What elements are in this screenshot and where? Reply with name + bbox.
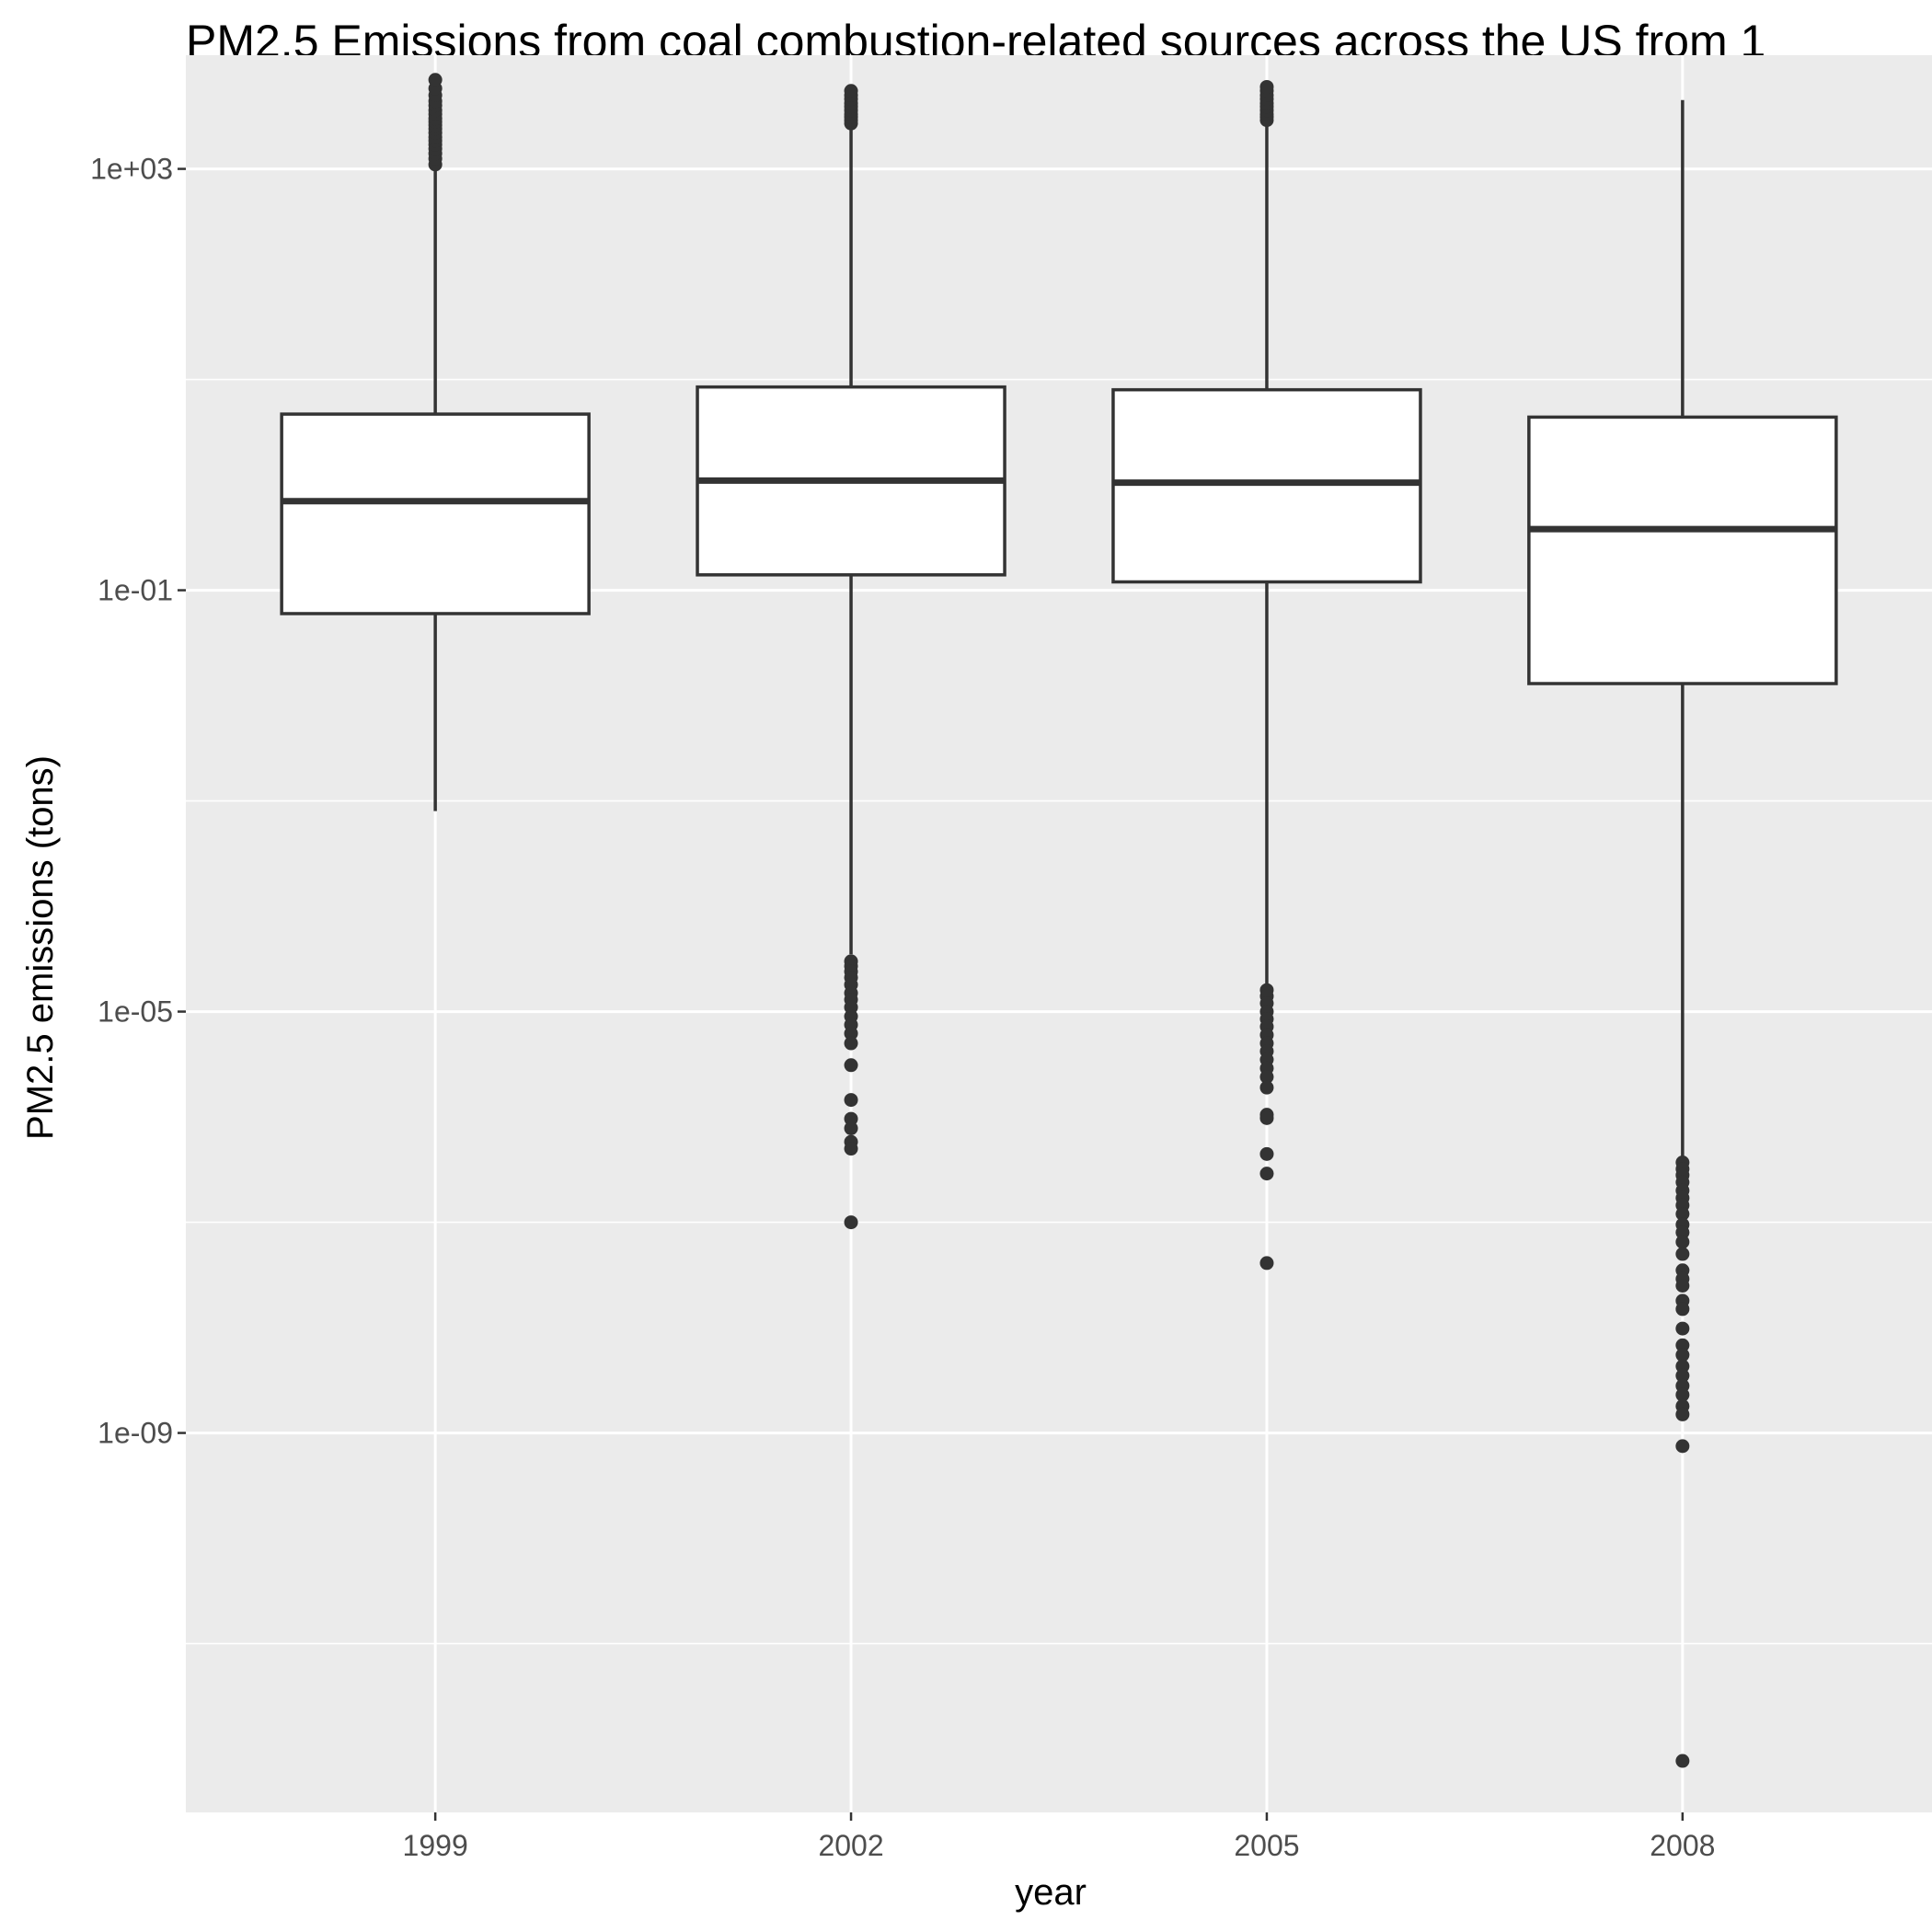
outlier-point <box>1259 1110 1274 1125</box>
outlier-point <box>1675 1225 1690 1240</box>
outlier-point <box>844 1215 858 1230</box>
outlier-point <box>1675 1348 1690 1363</box>
x-axis-title: year <box>1015 1872 1087 1913</box>
y-tick-label: 1e+03 <box>90 153 173 186</box>
outlier-point <box>1259 79 1274 94</box>
x-tick-label: 2002 <box>818 1829 883 1862</box>
outlier-point <box>844 84 858 98</box>
x-tick-label: 1999 <box>403 1829 468 1862</box>
outlier-point <box>1675 1754 1690 1768</box>
box-2008 <box>1527 99 1838 1768</box>
outlier-point <box>1675 1321 1690 1336</box>
y-tick-label: 1e-05 <box>98 995 173 1029</box>
y-tick-label: 1e-01 <box>98 574 173 607</box>
outlier-point <box>1675 1439 1690 1454</box>
outlier-point <box>1259 1256 1274 1271</box>
outlier-point <box>844 1058 858 1073</box>
outlier-point <box>1259 1070 1274 1085</box>
y-tick-label: 1e-09 <box>98 1417 173 1450</box>
boxes-layer <box>280 73 1838 1768</box>
outlier-point <box>844 1036 858 1051</box>
box-1999 <box>280 73 591 811</box>
x-tick-label: 2005 <box>1234 1829 1299 1862</box>
outlier-point <box>1259 1167 1274 1181</box>
x-tick-label: 2008 <box>1650 1829 1715 1862</box>
outlier-point <box>1675 1368 1690 1383</box>
y-axis: 1e+03 1e-01 1e-05 1e-09 <box>90 153 186 1450</box>
outlier-point <box>844 1026 858 1041</box>
outlier-point <box>844 1121 858 1135</box>
outlier-point <box>1259 1146 1274 1161</box>
y-axis-title: PM2.5 emissions (tons) <box>20 755 61 1140</box>
box-iqr <box>280 412 591 615</box>
outlier-point <box>1675 1387 1690 1402</box>
outlier-point <box>1675 1206 1690 1221</box>
outlier-point <box>1675 1247 1690 1261</box>
outlier-point <box>1675 1235 1690 1249</box>
outlier-point <box>844 1111 858 1126</box>
box-iqr <box>1527 415 1838 685</box>
outlier-point <box>844 1093 858 1108</box>
outlier-point <box>1675 1407 1690 1421</box>
outlier-point <box>1675 1279 1690 1294</box>
outlier-point <box>844 1142 858 1156</box>
x-axis: 1999 2002 2005 2008 <box>403 1812 1715 1862</box>
minor-gridlines <box>186 378 1932 1645</box>
outlier-point <box>1675 1302 1690 1317</box>
box-2002 <box>696 84 1006 1230</box>
outlier-point <box>428 73 443 87</box>
outlier-point <box>1259 1080 1274 1095</box>
plot-panel <box>186 55 1932 1812</box>
box-2005 <box>1111 79 1422 1271</box>
outlier-point <box>1675 1338 1690 1352</box>
